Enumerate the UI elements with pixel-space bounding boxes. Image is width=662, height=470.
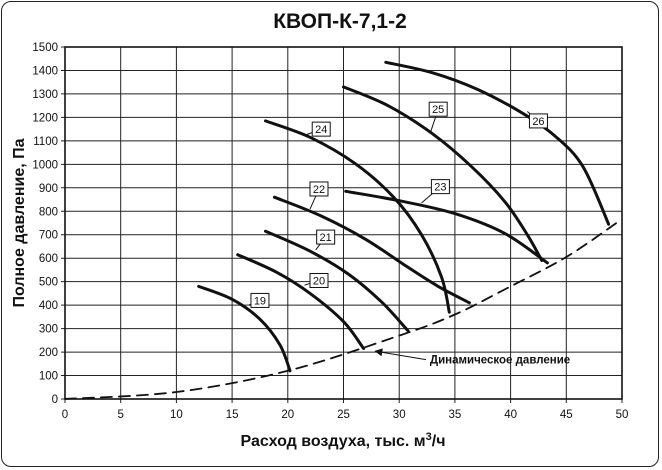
x-tick-label: 5 [117,409,123,421]
x-tick-label: 20 [281,409,294,421]
y-tick-label: 600 [39,253,58,265]
x-tick-label: 30 [393,409,406,421]
curve-label-19: 19 [254,295,266,307]
curve-label-box [250,292,270,308]
y-tick-label: 800 [39,206,58,218]
y-tick-label: 900 [39,183,58,195]
curve-labels: 19 20 21 22 23 24 25 26 [248,101,548,308]
curve-label-21: 21 [320,232,332,244]
annotation-text: Динамическое давление [430,355,570,367]
curve-label-box [528,113,548,129]
y-tick-label: 400 [39,300,58,312]
series-curve-21 [264,229,410,333]
y-tick-label: 500 [39,277,58,289]
series-curve-22 [272,195,471,305]
tick-labels: 0 5 10 15 20 25 30 35 40 45 5001002003004005006007… [32,42,628,421]
y-tick-label: 1100 [33,136,58,148]
y-tick-label: 0 [52,394,58,406]
plot-border [64,46,623,400]
curve-label-box [430,179,450,195]
x-axis-title-main: Расход воздуха, тыс. м [241,433,426,450]
curve-label-box [309,272,329,288]
curve-label-box [316,229,336,245]
x-tick-label: 35 [449,409,462,421]
x-tick-label: 50 [616,409,629,421]
x-tick-label: 15 [226,409,239,421]
series-dynamic-pressure [64,222,618,400]
y-tick-label: 1000 [32,159,58,171]
curve-label-box [309,181,329,197]
series-curve-20 [236,253,366,350]
curve-label-24: 24 [315,124,327,136]
series-curve-25 [342,85,544,262]
series-curve-23 [344,189,549,265]
chart-title: КВОП-К-7,1-2 [273,10,407,33]
curve-label-26: 26 [532,116,544,128]
curve-label-25: 25 [432,104,444,116]
x-axis-title-sup: 3 [426,431,432,443]
annotation: Динамическое давление [374,348,570,367]
y-tick-label: 700 [39,230,58,242]
y-tick-label: 1400 [32,65,58,77]
x-tick-label: 25 [337,409,350,421]
x-axis-title: Расход воздуха, тыс. м3/ч [241,431,446,450]
series-curve-24 [264,119,451,314]
x-axis-title-tail: /ч [432,433,446,450]
curve-label-23: 23 [434,182,446,194]
curve-label-22: 22 [313,184,325,196]
x-tick-label: 40 [504,409,517,421]
curve-label-box [428,101,448,117]
x-tick-label: 45 [560,409,573,421]
curve-label-box [311,121,331,137]
curve-label-20: 20 [313,275,325,287]
x-tick-label: 0 [62,409,68,421]
y-axis-title: Полное давление, Па [11,138,28,307]
x-tick-label: 10 [170,409,183,421]
y-tick-label: 1500 [32,42,58,54]
annotation-arrow [374,348,426,361]
series [64,60,618,400]
y-tick-label: 1300 [32,89,58,101]
series-curve-19 [197,284,292,373]
y-tick-label: 300 [39,324,58,336]
y-tick-label: 100 [39,371,58,383]
series-curve-26 [384,60,611,226]
y-tick-label: 200 [39,347,58,359]
y-tick-label: 1200 [32,112,58,124]
